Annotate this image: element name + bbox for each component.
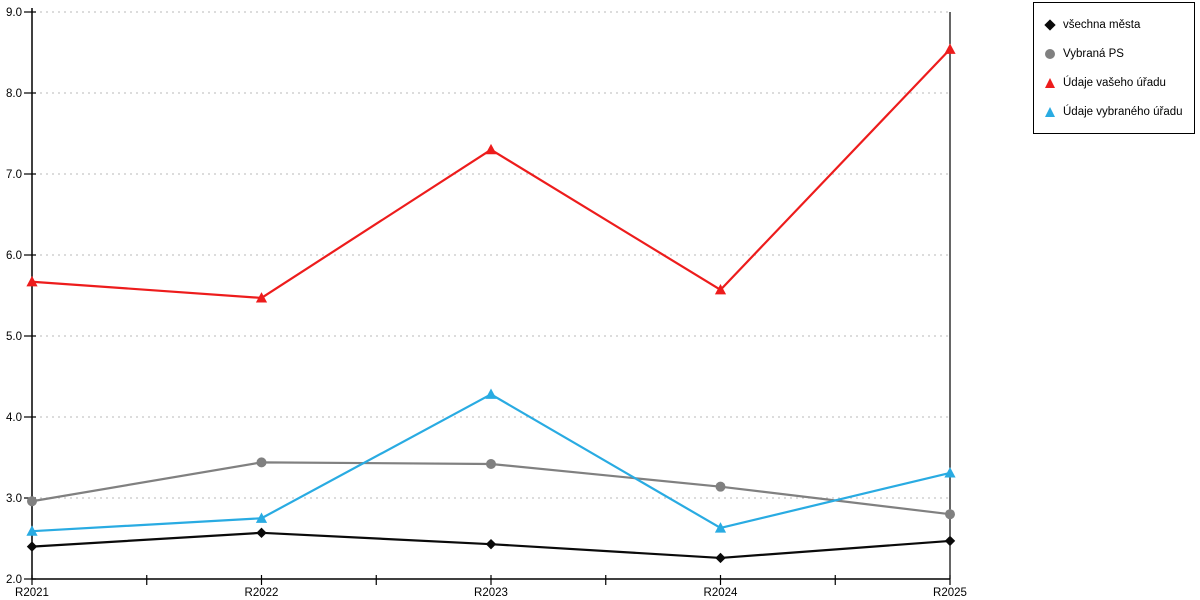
legend-label: Údaje vybraného úřadu: [1063, 105, 1183, 118]
data-point-marker: [944, 43, 956, 54]
x-tick-label: R2024: [704, 587, 738, 599]
legend-item-1: Vybraná PS: [1043, 39, 1190, 68]
legend-label: Vybraná PS: [1063, 47, 1124, 60]
legend-item-3: Údaje vybraného úřadu: [1043, 97, 1190, 126]
y-tick-label: 4.0: [6, 412, 22, 424]
triangle-marker-icon: [1043, 106, 1057, 117]
legend-item-2: Údaje vašeho úřadu: [1043, 68, 1190, 97]
y-tick-label: 9.0: [6, 7, 22, 19]
data-point-marker: [485, 538, 497, 550]
data-point-marker: [256, 457, 267, 468]
data-point-marker: [714, 284, 727, 295]
y-tick-label: 8.0: [6, 88, 22, 100]
circle-marker-icon: [1043, 48, 1057, 59]
data-point-marker: [26, 275, 38, 287]
legend-item-0: všechna města: [1043, 10, 1190, 39]
data-point-marker: [714, 522, 727, 533]
data-point-marker: [945, 509, 955, 520]
data-point-marker: [944, 467, 956, 478]
x-tick-label: R2023: [474, 587, 508, 599]
y-tick-label: 6.0: [6, 250, 22, 262]
y-tick-label: 5.0: [6, 331, 22, 343]
legend-label: všechna města: [1063, 18, 1141, 31]
data-point-marker: [715, 552, 726, 564]
legend-label: Údaje vašeho úřadu: [1063, 76, 1166, 89]
data-point-marker: [486, 458, 496, 469]
x-tick-label: R2021: [15, 587, 49, 599]
y-tick-label: 3.0: [6, 493, 22, 505]
data-point-marker: [26, 525, 38, 536]
diamond-marker-icon: [1043, 18, 1057, 31]
y-tick-label: 2.0: [6, 574, 22, 586]
data-point-marker: [485, 143, 497, 155]
data-point-marker: [27, 496, 37, 507]
data-point-marker: [944, 535, 956, 547]
data-point-marker: [255, 292, 268, 303]
x-tick-label: R2022: [245, 587, 279, 599]
triangle-marker-icon: [1043, 77, 1057, 88]
x-tick-label: R2025: [933, 587, 967, 599]
data-point-marker: [256, 527, 267, 539]
data-point-marker: [485, 388, 497, 399]
data-point-marker: [255, 512, 268, 523]
data-point-marker: [26, 541, 38, 552]
y-tick-label: 7.0: [6, 169, 22, 181]
chart-legend: všechna města Vybraná PS Údaje vašeho úřad…: [1033, 2, 1195, 134]
data-point-marker: [715, 481, 726, 492]
